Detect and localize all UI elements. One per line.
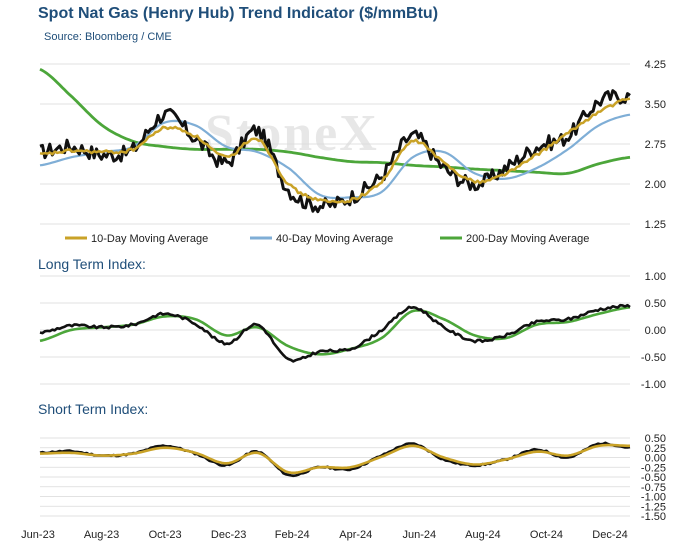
short-term-index-title: Short Term Index: <box>38 401 149 417</box>
price-panel-y-tick-label: 2.00 <box>645 179 666 191</box>
short-term-panel-y-tick-label: -1.50 <box>641 511 666 523</box>
x-tick-label: Feb-24 <box>275 529 310 541</box>
x-tick-label: Apr-24 <box>339 529 372 541</box>
long-term-panel-y-tick-label: -1.00 <box>641 379 666 391</box>
series-10-day-moving-average <box>39 97 631 204</box>
long-term-index-title: Long Term Index: <box>38 256 146 272</box>
chart-title: Spot Nat Gas (Henry Hub) Trend Indicator… <box>38 5 439 22</box>
legend-label: 200-Day Moving Average <box>466 233 589 245</box>
price-panel-y-tick-label: 4.25 <box>645 59 666 71</box>
short-term-panel-y-tick-label: -1.00 <box>641 492 666 504</box>
short-term-panel-y-tick-label: -0.75 <box>641 482 666 494</box>
chart-source: Source: Bloomberg / CME <box>44 31 172 43</box>
short-term-panel-y-tick-label: 0.25 <box>645 443 666 455</box>
long-term-panel-y-tick-label: 0.00 <box>645 325 666 337</box>
series-40-day-moving-average <box>39 113 631 200</box>
x-tick-label: Jun-24 <box>403 529 437 541</box>
x-tick-label: Aug-23 <box>84 529 119 541</box>
short-term-gold-line <box>40 443 630 475</box>
x-tick-label: Oct-24 <box>530 529 563 541</box>
long-term-black-line <box>39 303 631 363</box>
short-term-panel-y-tick-label: 0.50 <box>645 433 666 445</box>
x-tick-label: Jun-23 <box>21 529 55 541</box>
price-panel-y-tick-label: 2.75 <box>645 139 666 151</box>
legend-label: 40-Day Moving Average <box>276 233 393 245</box>
short-term-panel-y-tick-label: -1.25 <box>641 501 666 513</box>
long-term-panel-y-tick-label: -0.50 <box>641 352 666 364</box>
long-term-panel-y-tick-label: 0.50 <box>645 298 666 310</box>
long-term-panel-y-tick-label: 1.00 <box>645 271 666 283</box>
short-term-panel-y-tick-label: -0.25 <box>641 462 666 474</box>
x-tick-label: Dec-24 <box>592 529 627 541</box>
x-tick-label: Oct-23 <box>149 529 182 541</box>
legend-label: 10-Day Moving Average <box>91 233 208 245</box>
x-tick-label: Aug-24 <box>465 529 500 541</box>
short-term-panel-y-tick-label: 0.00 <box>645 453 666 465</box>
price-panel-y-tick-label: 1.25 <box>645 219 666 231</box>
long-term-green-line <box>39 306 631 356</box>
short-term-panel-y-tick-label: -0.50 <box>641 472 666 484</box>
price-panel-y-tick-label: 3.50 <box>645 99 666 111</box>
x-tick-label: Dec-23 <box>211 529 246 541</box>
